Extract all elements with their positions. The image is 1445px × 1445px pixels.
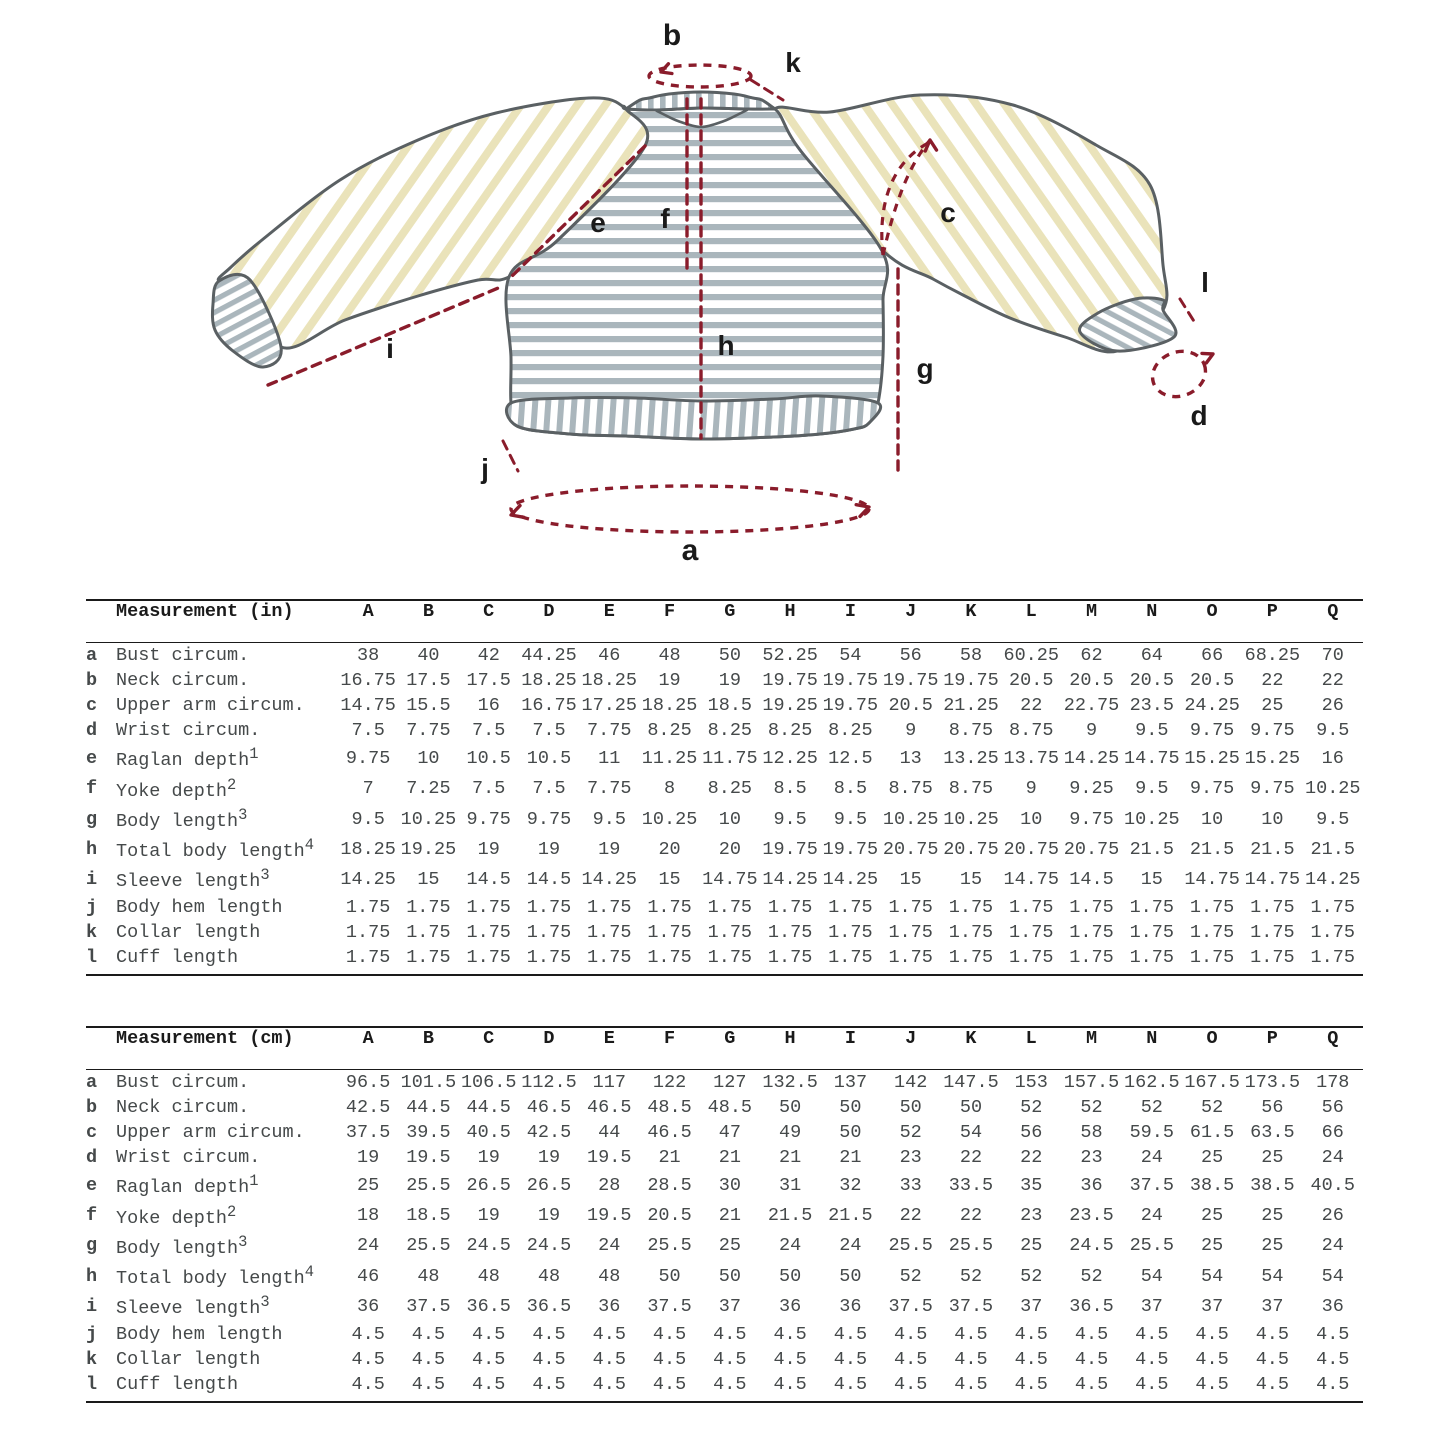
svg-text:c: c <box>940 197 956 228</box>
svg-text:b: b <box>663 19 681 52</box>
svg-text:e: e <box>590 207 606 238</box>
svg-text:a: a <box>682 534 699 567</box>
svg-text:k: k <box>785 47 801 78</box>
svg-text:f: f <box>660 203 670 234</box>
svg-text:j: j <box>480 453 489 484</box>
svg-text:h: h <box>717 330 734 361</box>
svg-text:g: g <box>916 353 933 384</box>
svg-text:l: l <box>1201 267 1209 298</box>
svg-text:d: d <box>1190 400 1207 431</box>
svg-text:i: i <box>386 333 394 364</box>
